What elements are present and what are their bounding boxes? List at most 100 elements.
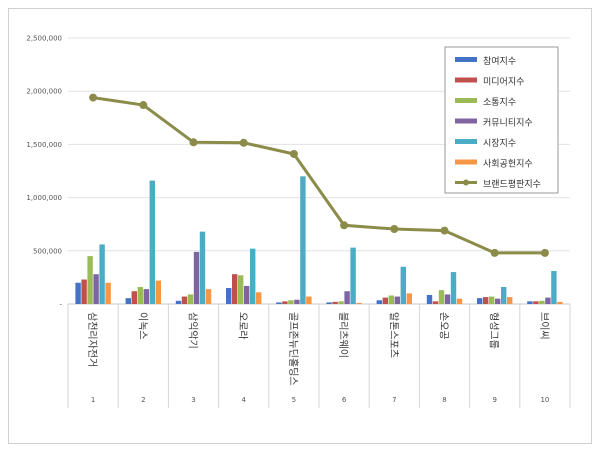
category-index-label: 4 — [241, 396, 246, 404]
brand-index-point — [239, 138, 248, 147]
y-tick-label: - — [59, 301, 62, 309]
category-label: 오로라 — [237, 312, 249, 340]
bar — [205, 289, 212, 304]
bar — [356, 302, 362, 304]
brand-index-point — [89, 93, 98, 102]
bar — [282, 301, 288, 304]
category-label: 삼천리자전거 — [86, 312, 98, 367]
bar — [193, 251, 200, 304]
bar — [332, 301, 338, 304]
y-tick-label: 2,500,000 — [26, 35, 62, 43]
category-label: 손오공 — [438, 312, 450, 340]
bar — [226, 288, 232, 304]
bar — [232, 274, 238, 304]
category-index-label: 5 — [292, 396, 296, 404]
bar — [143, 289, 149, 304]
legend-label: 시장지수 — [483, 138, 516, 149]
category-label: 알톤스포츠 — [387, 312, 399, 358]
bar — [382, 297, 388, 304]
category-index-label: 7 — [392, 396, 396, 404]
bar — [288, 300, 294, 304]
brand-index-point — [540, 248, 549, 257]
bar — [250, 248, 256, 304]
legend-swatch — [455, 98, 477, 103]
bar — [105, 282, 111, 304]
bar — [181, 296, 188, 304]
category-label: 브이씨 — [538, 312, 550, 340]
brand-index-point — [189, 138, 198, 147]
bar — [93, 274, 99, 304]
legend-label: 참여지수 — [483, 55, 516, 67]
bar — [456, 298, 463, 304]
legend-swatch — [455, 118, 477, 124]
bar — [149, 180, 155, 304]
brand-index-point — [340, 221, 349, 230]
bar — [131, 291, 137, 304]
brand-index-point — [289, 149, 298, 158]
bar — [438, 290, 445, 304]
bar — [199, 231, 206, 304]
bar — [338, 301, 344, 304]
bar — [483, 297, 489, 304]
category-index-label: 6 — [342, 396, 347, 404]
bar — [495, 298, 501, 304]
bar — [400, 266, 406, 304]
legend-swatch — [455, 57, 477, 62]
bar — [187, 294, 194, 304]
brand-index-line — [92, 96, 545, 255]
category-index-label: 10 — [540, 396, 549, 404]
bar — [489, 296, 495, 304]
bar — [444, 294, 451, 304]
bar — [125, 298, 131, 304]
y-tick-label: 1,000,000 — [26, 194, 62, 202]
bar — [344, 291, 350, 304]
bar — [533, 301, 539, 304]
bar — [306, 296, 312, 304]
category-index-label: 1 — [91, 396, 95, 404]
bar — [81, 279, 87, 304]
bar — [426, 294, 433, 304]
y-tick-label: 500,000 — [33, 247, 62, 255]
bar — [87, 256, 93, 304]
brand-index-point — [440, 226, 449, 235]
legend-label: 브랜드평판지수 — [483, 179, 541, 190]
bar — [276, 302, 282, 304]
brand-index-point — [139, 101, 148, 110]
bar — [175, 300, 182, 304]
category-index-label: 8 — [442, 396, 446, 404]
bar — [450, 272, 457, 304]
bar — [539, 300, 545, 304]
legend-label: 소통지수 — [483, 97, 516, 108]
brand-index-point — [390, 224, 399, 233]
bar — [75, 282, 81, 304]
bar — [557, 301, 563, 304]
category-index-label: 3 — [191, 396, 195, 404]
legend-label: 커뮤니티지수 — [483, 118, 533, 129]
bar — [294, 299, 300, 304]
category-label: 삼익악기 — [187, 312, 199, 349]
brand-index-point — [490, 248, 499, 257]
bar — [238, 275, 244, 304]
bar — [155, 280, 161, 304]
legend-label: 미디어지수 — [483, 77, 524, 88]
legend-swatch — [455, 159, 477, 165]
bar — [406, 293, 412, 304]
legend-swatch — [455, 77, 477, 83]
bar — [350, 247, 356, 304]
legend-line-marker — [463, 179, 469, 186]
bar — [394, 296, 400, 304]
bar — [376, 300, 382, 304]
category-index-label: 2 — [141, 396, 145, 404]
category-label: 블리츠웨이 — [337, 312, 349, 358]
y-tick-label: 2,000,000 — [26, 88, 62, 96]
y-tick-label: 1,500,000 — [26, 141, 62, 149]
category-index-label: 9 — [492, 396, 496, 404]
category-label: 골프존뉴딘홀딩스 — [287, 312, 300, 386]
bar — [545, 297, 551, 304]
legend-label: 사회공헌지수 — [483, 159, 533, 170]
bar — [137, 286, 143, 304]
bar — [256, 292, 262, 304]
bar — [388, 295, 394, 304]
bar — [501, 286, 507, 304]
